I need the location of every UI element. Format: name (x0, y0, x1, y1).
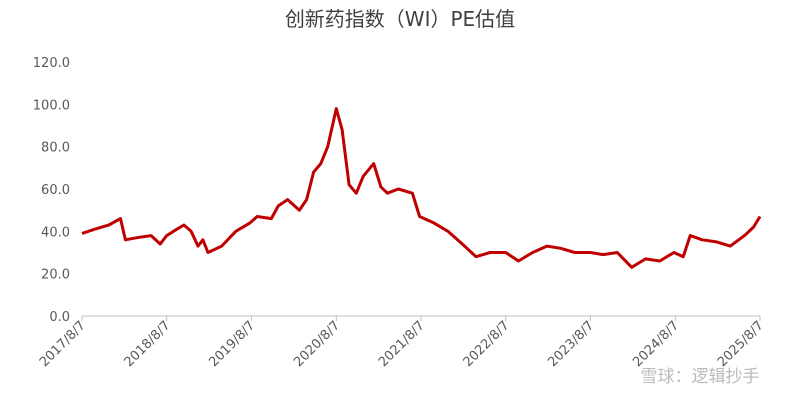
y-tick-label: 80.0 (41, 141, 70, 156)
y-tick-label: 20.0 (41, 268, 70, 283)
x-tick-label: 2019/8/7 (206, 318, 258, 370)
watermark: 雪球：逻辑抄手 (641, 367, 760, 387)
x-tick-label: 2018/8/7 (122, 318, 174, 370)
y-tick-label: 40.0 (41, 225, 70, 240)
x-tick-label: 2021/8/7 (376, 318, 428, 370)
y-tick-label: 100.0 (33, 98, 70, 113)
x-tick-label: 2022/8/7 (461, 318, 513, 370)
chart-title: 创新药指数（WI）PE估值 (285, 7, 515, 31)
y-tick-label: 60.0 (41, 183, 70, 198)
y-tick-label: 0.0 (49, 310, 70, 325)
x-tick-label: 2023/8/7 (545, 318, 597, 370)
x-tick-label: 2024/8/7 (630, 318, 682, 370)
x-tick-label: 2017/8/7 (37, 318, 89, 370)
x-tick-label: 2020/8/7 (291, 318, 343, 370)
y-tick-label: 120.0 (33, 56, 70, 71)
x-tick-label: 2025/8/7 (715, 318, 767, 370)
data-line (81, 107, 762, 269)
